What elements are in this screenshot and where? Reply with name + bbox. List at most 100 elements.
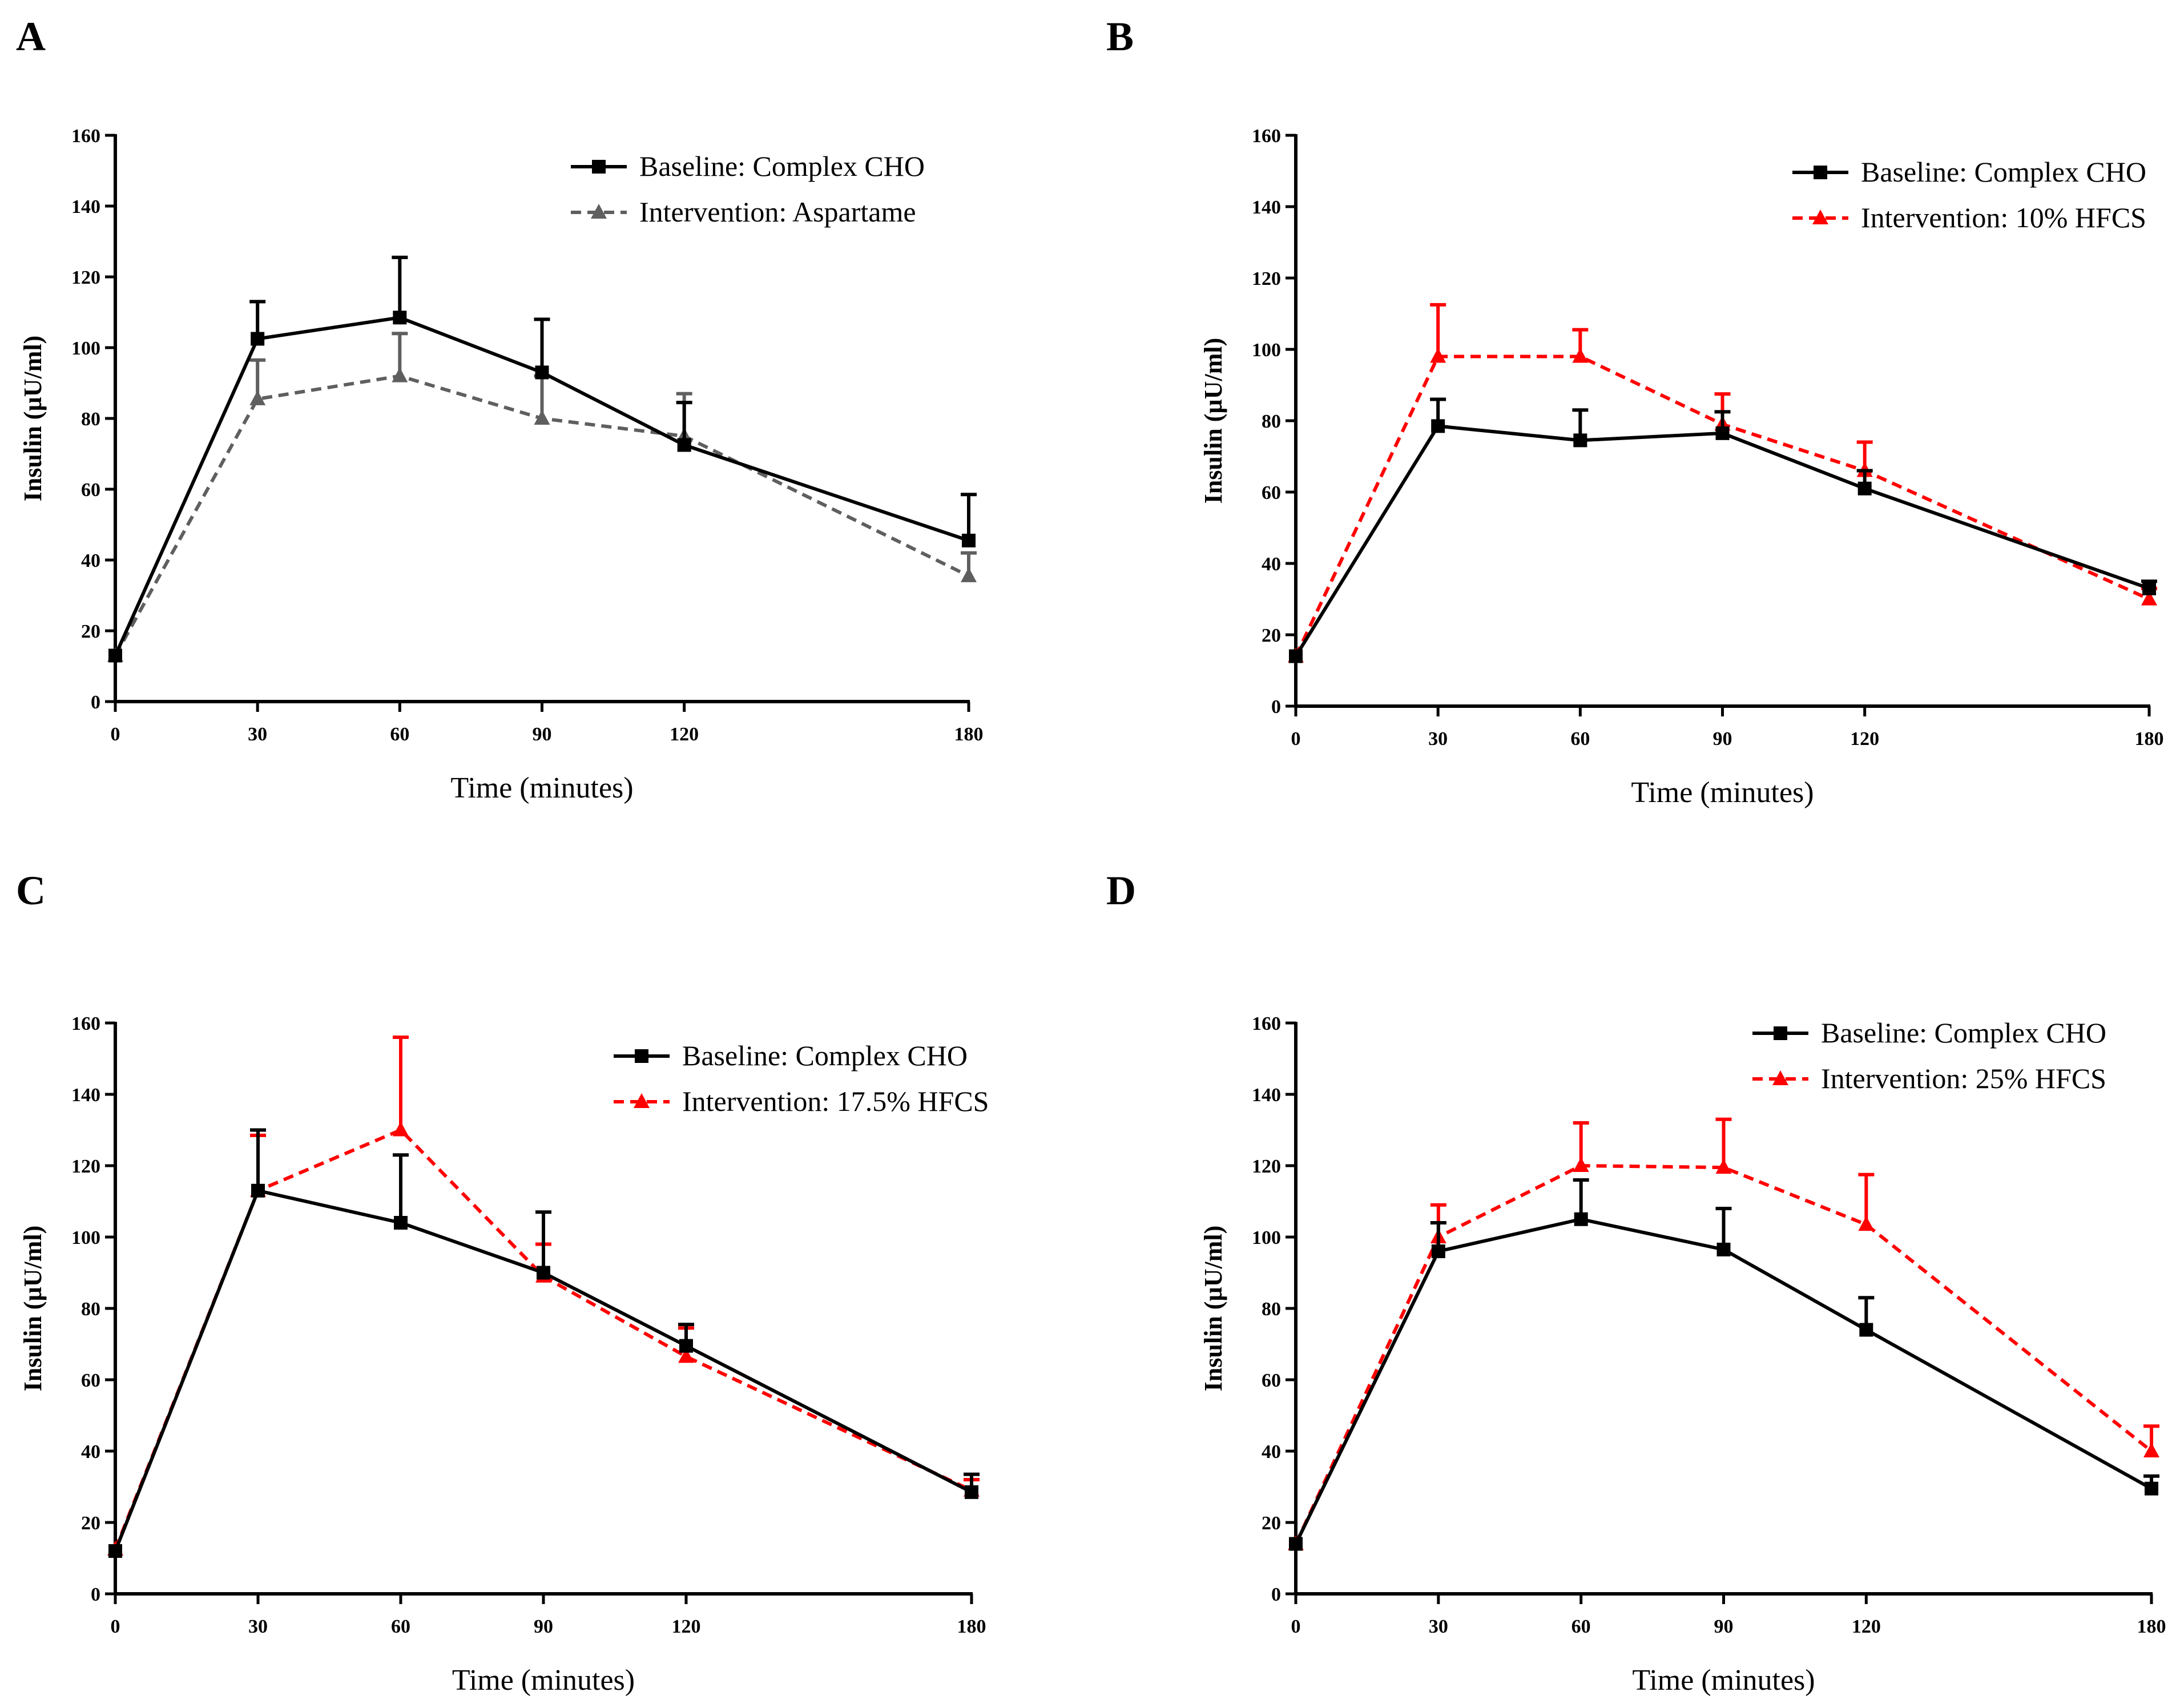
y-tick-label: 0 xyxy=(91,1584,100,1605)
series-line xyxy=(1294,355,2150,657)
data-point-square xyxy=(1573,433,1587,448)
y-tick-label: 20 xyxy=(1262,1513,1281,1534)
data-point-triangle xyxy=(1572,348,1589,363)
data-point-square xyxy=(535,365,549,380)
y-tick-label: 120 xyxy=(1252,268,1281,289)
series-baseline xyxy=(108,255,977,663)
data-point-triangle xyxy=(1430,348,1446,363)
data-point-triangle xyxy=(2141,590,2157,606)
series-line xyxy=(1294,1217,2153,1545)
data-point-triangle xyxy=(392,367,408,382)
data-point-square xyxy=(1289,649,1303,663)
x-tick-label: 90 xyxy=(534,1616,553,1637)
data-point-square xyxy=(393,311,407,325)
legend-label: Baseline: Complex CHO xyxy=(1821,1017,2106,1049)
series-line xyxy=(1294,1164,2153,1545)
y-tick-label: 20 xyxy=(81,621,100,642)
x-tick-label: 60 xyxy=(1570,728,1590,750)
y-tick-label: 140 xyxy=(71,196,100,217)
data-point-square xyxy=(1857,481,1872,496)
data-point-triangle xyxy=(2143,1443,2159,1457)
panel-letter: B xyxy=(1106,14,1134,59)
y-tick-label: 100 xyxy=(71,338,100,359)
panel-b: B 0 20 40 60 80 100 120 140 160 0 30 60 90 120 180 Time … xyxy=(1106,14,2164,809)
y-tick-label: 0 xyxy=(1271,696,1281,718)
y-tick-label: 0 xyxy=(1271,1584,1281,1605)
panel-d: D 0 20 40 60 80 100 120 140 160 0 30 60 90 120 180 Time … xyxy=(1106,868,2166,1697)
y-axis-title: Insulin (µU/ml) xyxy=(19,336,47,502)
y-tick-label: 20 xyxy=(1262,625,1281,646)
legend: Baseline: Complex CHO Intervention: 25% H… xyxy=(1752,1017,2106,1094)
y-axis-title: Insulin (µU/ml) xyxy=(19,1226,47,1392)
legend-label: Intervention: 25% HFCS xyxy=(1821,1062,2106,1094)
x-tick-label: 0 xyxy=(1291,728,1301,750)
y-tick-label: 40 xyxy=(1262,1441,1281,1463)
y-tick-label: 40 xyxy=(81,550,100,571)
legend-marker-triangle xyxy=(1812,210,1828,224)
y-tick-label: 120 xyxy=(71,1156,100,1177)
series-baseline xyxy=(108,1128,980,1558)
y-tick-label: 20 xyxy=(81,1513,100,1534)
x-tick-label: 60 xyxy=(1571,1616,1591,1637)
legend-label: Intervention: Aspartame xyxy=(639,196,916,228)
legend-label: Baseline: Complex CHO xyxy=(1861,156,2146,188)
panel-letter: C xyxy=(16,868,46,913)
y-tick-label: 160 xyxy=(1252,126,1281,147)
legend: Baseline: Complex CHO Intervention: 17.5%… xyxy=(614,1040,989,1117)
data-point-square xyxy=(108,648,122,663)
legend-marker-square xyxy=(592,160,606,174)
legend-marker-square xyxy=(1774,1026,1787,1040)
y-axis-title: Insulin (µU/ml) xyxy=(1199,338,1227,504)
x-axis-title: Time (minutes) xyxy=(1631,776,1814,809)
x-tick-label: 30 xyxy=(248,724,267,745)
data-point-triangle xyxy=(1573,1157,1589,1172)
panel-letter: A xyxy=(16,14,46,59)
y-tick-label: 60 xyxy=(1262,1370,1281,1391)
y-tick-label: 80 xyxy=(1262,1299,1281,1320)
y-tick-label: 60 xyxy=(81,480,100,501)
y-tick-label: 0 xyxy=(91,692,100,713)
x-tick-label: 120 xyxy=(1850,728,1879,750)
data-point-square xyxy=(965,1485,978,1499)
data-point-triangle xyxy=(393,1121,409,1137)
y-tick-label: 40 xyxy=(1262,554,1281,575)
data-point-square xyxy=(1431,1244,1445,1258)
data-point-triangle xyxy=(961,567,977,582)
y-axis-title: Insulin (µU/ml) xyxy=(1199,1226,1227,1392)
y-tick-label: 40 xyxy=(81,1441,100,1463)
series-line xyxy=(114,316,969,656)
series-intervention xyxy=(1288,1117,2159,1550)
x-tick-label: 0 xyxy=(111,724,120,745)
data-point-square xyxy=(677,438,691,452)
data-point-triangle xyxy=(1715,1159,1732,1174)
y-tick-label: 140 xyxy=(1252,197,1281,218)
data-point-square xyxy=(1716,1242,1731,1256)
y-tick-label: 100 xyxy=(1252,1227,1281,1248)
panel-c: C 0 20 40 60 80 100 120 140 160 0 30 60 90 120 180 Time … xyxy=(16,868,989,1697)
series-intervention xyxy=(1288,303,2157,663)
legend: Baseline: Complex CHO Intervention: Aspar… xyxy=(571,150,925,228)
data-point-square xyxy=(1431,419,1445,433)
data-point-triangle xyxy=(534,410,550,425)
data-point-square xyxy=(108,1544,122,1558)
y-tick-label: 120 xyxy=(1252,1156,1281,1177)
x-tick-label: 30 xyxy=(248,1616,268,1637)
data-point-triangle xyxy=(249,390,266,405)
x-tick-label: 90 xyxy=(1714,1616,1734,1637)
y-tick-label: 140 xyxy=(1252,1085,1281,1106)
data-point-square xyxy=(1859,1323,1873,1337)
y-tick-label: 140 xyxy=(71,1085,100,1106)
series-line xyxy=(114,1128,973,1550)
data-point-square xyxy=(1289,1537,1303,1551)
data-point-triangle xyxy=(678,1348,694,1363)
data-point-square xyxy=(1715,426,1730,440)
x-tick-label: 180 xyxy=(2135,728,2164,750)
data-point-square xyxy=(679,1339,693,1353)
y-tick-label: 100 xyxy=(71,1227,100,1248)
series-baseline xyxy=(1289,397,2157,663)
x-tick-label: 30 xyxy=(1429,1616,1448,1637)
x-tick-label: 180 xyxy=(954,724,984,745)
legend-marker-triangle xyxy=(634,1093,650,1108)
y-tick-label: 160 xyxy=(71,126,100,147)
